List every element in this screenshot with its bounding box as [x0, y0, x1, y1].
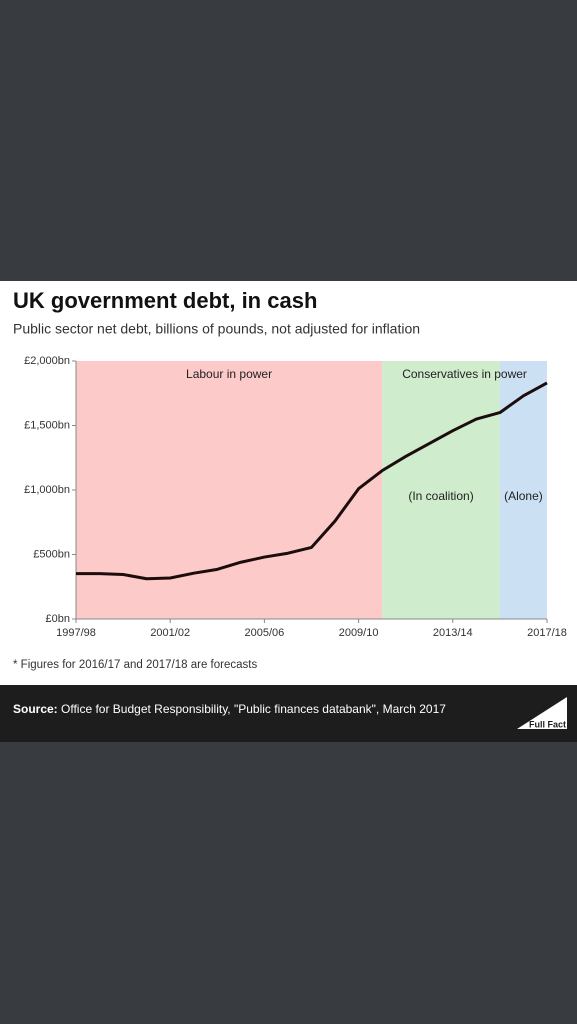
- y-tick-label: £2,000bn: [24, 355, 70, 367]
- region: [76, 361, 383, 619]
- x-tick-label: 2001/02: [150, 627, 190, 639]
- region-label: (Alone): [504, 489, 543, 503]
- x-tick-label: 2017/18: [527, 627, 567, 639]
- chart-subtitle: Public sector net debt, billions of poun…: [13, 321, 420, 337]
- region-label: Labour in power: [186, 367, 272, 381]
- y-tick-label: £500bn: [33, 548, 70, 560]
- y-tick-label: £1,500bn: [24, 419, 70, 431]
- logo: Full Fact: [529, 719, 566, 729]
- x-tick-label: 2005/06: [245, 627, 285, 639]
- region: [499, 361, 547, 619]
- region: [382, 361, 500, 619]
- x-tick-label: 2009/10: [339, 627, 379, 639]
- footer: [0, 685, 577, 742]
- y-tick-label: £0bn: [46, 613, 70, 625]
- logo-shape: [517, 697, 567, 729]
- footnote: * Figures for 2016/17 and 2017/18 are fo…: [13, 659, 257, 671]
- source-text: Office for Budget Responsibility, "Publi…: [61, 702, 446, 716]
- x-tick-label: 1997/98: [56, 627, 96, 639]
- region-label: (In coalition): [408, 489, 473, 503]
- line: [76, 381, 548, 581]
- chart-title: UK government debt, in cash: [13, 288, 317, 313]
- x-tick-label: 2013/14: [433, 627, 473, 639]
- y-tick-label: £1,000bn: [24, 484, 70, 496]
- source-label: Source:: [13, 702, 58, 716]
- annotation: Conservatives in power: [402, 367, 527, 381]
